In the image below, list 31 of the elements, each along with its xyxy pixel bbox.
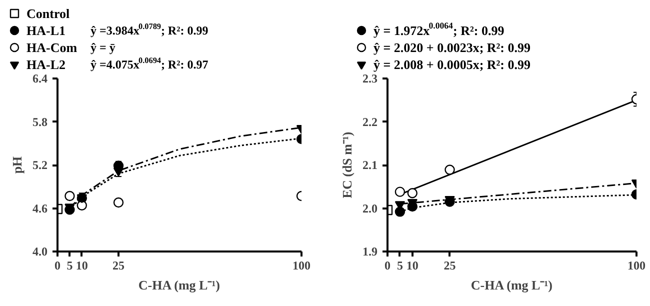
legend-label: HA-L1 (26, 23, 66, 38)
x-tick-label: 0 (54, 258, 60, 272)
x-tick-label: 5 (396, 258, 403, 272)
y-tick-label: 1.9 (362, 244, 378, 258)
x-tick-label: 100 (628, 258, 646, 272)
y-tick-label: 2.2 (362, 114, 378, 129)
x-tick-label: 25 (112, 258, 124, 272)
text: ŷ = ȳ (90, 40, 116, 54)
y-tick-label: 4.6 (32, 201, 48, 216)
legend-label: ŷ = 2.008 + 0.0005x; R²: 0.99 (374, 57, 532, 72)
legend-label: Control (26, 6, 70, 21)
legend-label: HA-Com (26, 40, 78, 55)
x-tick-label: 100 (292, 258, 310, 272)
x-axis-title: C-HA (mg L⁻¹) (138, 278, 220, 292)
y-tick-label: 5.2 (32, 158, 48, 172)
y-axis-title: pH (10, 156, 24, 174)
x-tick-label: 25 (444, 258, 456, 272)
y-axis-title: EC (dS m⁻¹) (340, 132, 354, 198)
x-axis-title: C-HA (mg L⁻¹) (470, 278, 552, 292)
y-tick-label: 2.0 (362, 201, 378, 216)
legend-label: HA-L2 (26, 57, 66, 72)
y-tick-label: 4.0 (32, 244, 48, 258)
x-tick-label: 10 (76, 258, 88, 272)
y-tick-label: 2.1 (362, 158, 378, 172)
x-tick-label: 0 (384, 258, 390, 272)
legend-label: ŷ = 2.020 + 0.0023x; R²: 0.99 (374, 40, 532, 55)
y-tick-label: 6.4 (32, 72, 48, 86)
x-tick-label: 5 (66, 258, 73, 272)
y-tick-label: 2.3 (362, 72, 378, 86)
y-tick-label: 5.8 (32, 114, 48, 129)
x-tick-label: 10 (406, 258, 418, 272)
